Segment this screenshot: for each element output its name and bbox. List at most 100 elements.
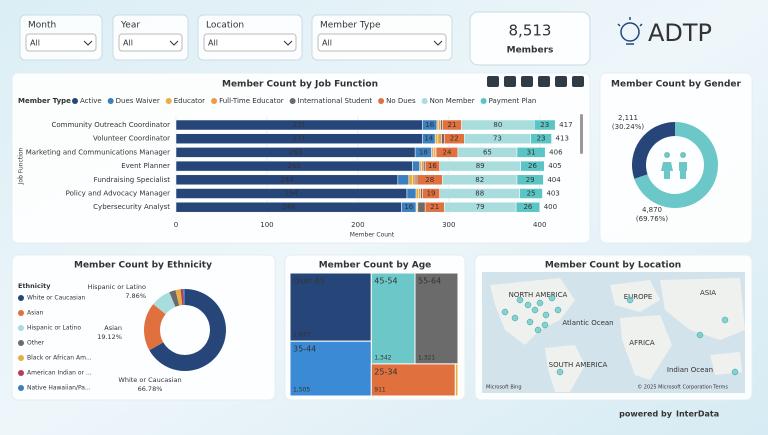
card-value: 8,513	[509, 22, 552, 40]
map: NORTH AMERICA EUROPE ASIA Atlantic Ocean…	[482, 272, 745, 393]
map-bubble	[534, 326, 542, 334]
legend-title: Ethnicity	[18, 282, 51, 290]
data-label: 31	[527, 148, 536, 156]
total-label: 405	[548, 162, 561, 170]
dropdown[interactable]	[317, 33, 447, 52]
bar-segment	[421, 160, 424, 172]
bar-segment	[420, 188, 423, 199]
dropdown[interactable]	[118, 33, 183, 52]
data-label: 1,873	[293, 332, 310, 339]
map-label: Atlantic Ocean	[562, 319, 613, 327]
bar-segment	[415, 188, 420, 199]
legend-marker	[18, 325, 24, 331]
legend-marker	[18, 370, 24, 376]
legend-label: Educator	[174, 97, 205, 105]
map-bubble	[524, 301, 532, 309]
legend-label: Asian	[27, 310, 44, 317]
chevron	[169, 40, 179, 46]
y-tick-label: Marketing and Communications Manager	[26, 148, 170, 156]
bar-segment	[408, 174, 413, 186]
map-label: SOUTH AMERICA	[549, 361, 608, 369]
data-label: 80	[493, 121, 502, 129]
chart-title: Member Count by Job Function	[222, 80, 378, 90]
data-category: Hispanic or Latino	[87, 283, 146, 291]
card-label: Members	[507, 46, 554, 56]
legend-label: Hispanic or Latino	[27, 325, 81, 332]
filter-label: Year	[120, 21, 140, 31]
donut-slice	[169, 290, 180, 307]
bar-segment	[423, 160, 426, 172]
data-label: 21	[430, 203, 439, 211]
dropdown[interactable]	[25, 33, 97, 52]
map-attribution: © 2025 Microsoft Corporation	[637, 384, 712, 391]
legend-label: Full-Time Educator	[219, 97, 284, 105]
treemap-cell	[289, 340, 372, 397]
bar-segment	[437, 133, 442, 144]
map-bubble	[626, 296, 634, 304]
donut-slice	[180, 289, 184, 306]
data-label: 23	[540, 121, 549, 129]
map-bubble	[501, 308, 509, 316]
data-label: 29	[526, 176, 535, 184]
treemap-cell	[289, 272, 372, 342]
y-tick-label: Fundraising Specialist	[94, 176, 171, 184]
chart-title: Member Count by Gender	[611, 80, 741, 90]
legend-label: American Indian or ...	[27, 370, 92, 377]
donut-slice	[175, 289, 183, 306]
data-label: 1,505	[293, 387, 310, 394]
x-tick-label: 200	[351, 221, 364, 229]
treemap-cell	[454, 363, 459, 397]
x-tick-label: 300	[442, 221, 455, 229]
bar-segment	[520, 160, 545, 172]
cell-label: 35-44	[293, 345, 316, 354]
legend-title: Member Type	[18, 97, 71, 105]
map-bubble	[554, 306, 562, 314]
legend-marker	[165, 98, 172, 104]
legend-marker	[18, 310, 24, 316]
land	[620, 315, 672, 380]
cell-label: 25-34	[374, 367, 397, 376]
bar-segment	[440, 119, 443, 131]
legend-label: Non Member	[430, 97, 475, 105]
x-tick-label: 100	[260, 221, 273, 229]
logo-text: ADTP	[648, 19, 712, 47]
bar-segment	[414, 174, 418, 186]
legend-marker	[72, 98, 78, 104]
legend-label: Payment Plan	[489, 97, 537, 105]
data-label: 263	[289, 148, 302, 156]
bar-segment	[438, 119, 441, 131]
dropdown-value: All	[30, 39, 40, 48]
cell-label: 55-64	[418, 277, 441, 286]
female-icon	[661, 152, 673, 179]
y-tick-label: Volunteer Coordinator	[93, 135, 170, 143]
dropdown[interactable]	[203, 33, 297, 52]
map-bubble	[511, 314, 519, 322]
y-axis-label: Job Function	[18, 147, 25, 185]
bar-segment	[412, 174, 416, 186]
toolbar	[487, 76, 584, 87]
map-bubble	[541, 321, 549, 329]
data-label: 1,321	[418, 354, 435, 361]
total-label: 404	[547, 176, 561, 184]
data-category: Asian	[104, 324, 122, 332]
bar-segment	[418, 188, 421, 199]
legend-marker	[211, 98, 218, 104]
bar-segment	[441, 133, 445, 144]
scrollbar	[580, 114, 583, 154]
panel	[11, 72, 591, 244]
filter-label: Month	[28, 21, 56, 31]
map-bubble	[548, 294, 556, 302]
map-bubble	[531, 306, 539, 314]
map-bubble	[731, 368, 739, 376]
data-label: 82	[475, 176, 484, 184]
data-label: 271	[293, 121, 306, 129]
map-bubble	[542, 311, 550, 319]
bar-segment	[417, 201, 426, 213]
x-tick-label: 400	[533, 221, 546, 229]
map-bubble	[696, 331, 704, 339]
data-label: 25	[527, 190, 536, 198]
data-label: 244	[280, 176, 294, 184]
data-label: 16	[404, 203, 413, 211]
dropdown-value: All	[322, 39, 332, 48]
